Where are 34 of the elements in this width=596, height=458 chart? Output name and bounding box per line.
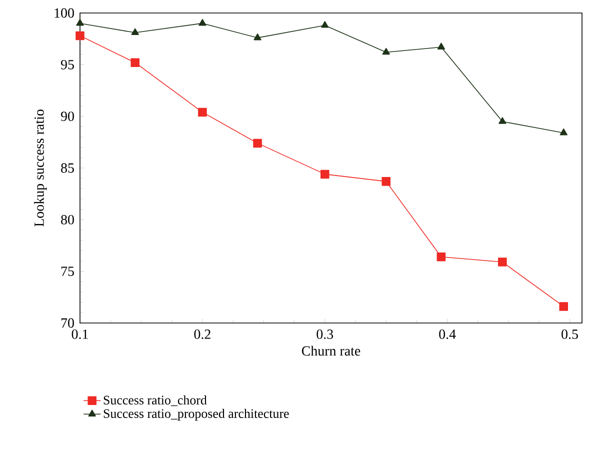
y-tick-label: 95 bbox=[60, 60, 74, 70]
point bbox=[198, 108, 207, 117]
point bbox=[560, 128, 568, 136]
y-tick-label: 85 bbox=[61, 163, 74, 173]
y-tick-label: 80 bbox=[61, 214, 74, 224]
x-tick-label: 0.1 bbox=[72, 330, 88, 339]
point bbox=[437, 42, 446, 50]
point bbox=[131, 28, 139, 36]
point bbox=[254, 33, 262, 40]
point bbox=[498, 258, 507, 266]
point bbox=[559, 302, 568, 311]
point bbox=[76, 31, 84, 40]
point bbox=[320, 170, 330, 179]
point bbox=[436, 252, 446, 262]
x-axis-title: Churn rate bbox=[302, 346, 360, 356]
point bbox=[130, 58, 140, 67]
y-tick-label: 90 bbox=[60, 112, 74, 122]
y-tick-label: 75 bbox=[61, 266, 74, 276]
point bbox=[382, 177, 390, 186]
x-tick-label: 0.5 bbox=[562, 330, 578, 339]
x-tick-label: 0.2 bbox=[194, 330, 210, 339]
x-tick-label: 0.4 bbox=[439, 330, 456, 339]
point bbox=[382, 48, 390, 55]
point bbox=[253, 138, 262, 148]
legend-label: Success ratio_chord bbox=[104, 395, 207, 406]
y-axis-title: Lookup success ratio bbox=[34, 110, 47, 226]
point bbox=[321, 21, 329, 28]
point bbox=[498, 117, 506, 124]
x-tick-label: 0.3 bbox=[316, 330, 334, 339]
y-tick-label: 100 bbox=[54, 8, 74, 18]
legend-label: Success ratio_proposed architecture bbox=[104, 408, 289, 421]
point bbox=[76, 18, 84, 26]
y-tick-label: 70 bbox=[61, 318, 74, 328]
point bbox=[198, 18, 206, 26]
